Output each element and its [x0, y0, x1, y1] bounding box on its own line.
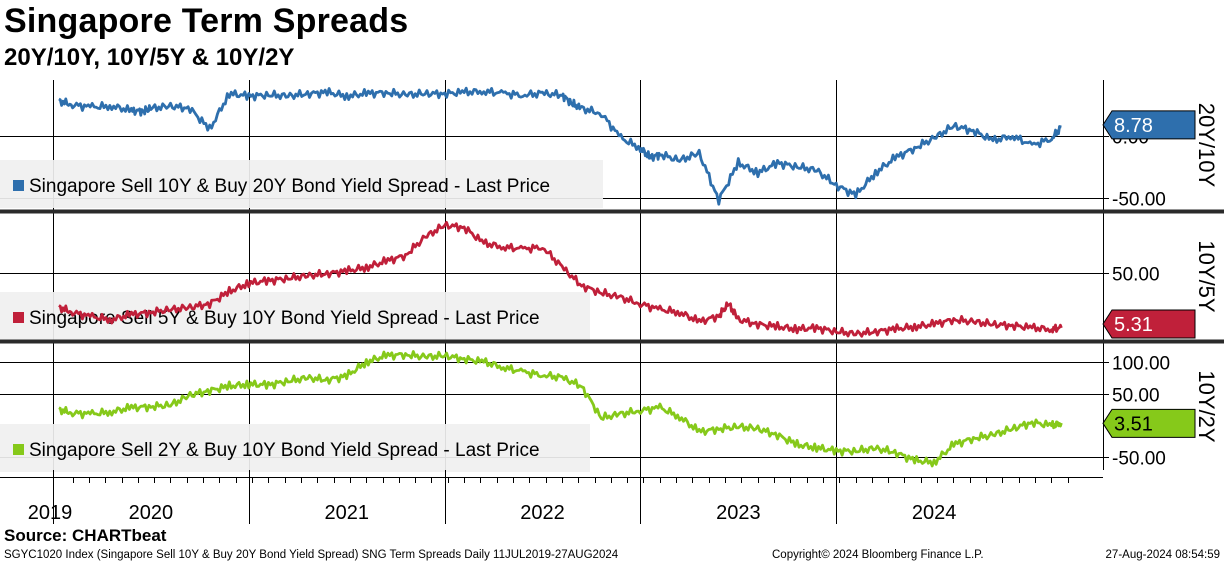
panel-2-last-price-tag	[1102, 309, 1196, 339]
x-axis-year-label: 2022	[520, 502, 565, 524]
panel-3-legend-box	[0, 424, 590, 472]
panel-3-ytick-label: 50.00	[1112, 386, 1160, 407]
panel-2-last-price-label: 5.31	[1114, 314, 1153, 336]
panel-1-ytick-label: -50.00	[1112, 190, 1166, 211]
panel-3-legend-swatch	[13, 444, 24, 455]
footer-ticker-info: SGYC1020 Index (Singapore Sell 10Y & Buy…	[4, 549, 619, 561]
x-axis-year-label: 2021	[324, 502, 369, 524]
panel-3-ytick-label: -50.00	[1112, 449, 1166, 470]
panel-1-series-line	[58, 86, 1062, 206]
x-axis-year-label: 2024	[912, 502, 957, 524]
panel-1-last-price-tag	[1102, 110, 1196, 140]
panel-2-ytick-label: 50.00	[1112, 265, 1160, 286]
panel-1-axis-label: 20Y/10Y	[1194, 103, 1219, 188]
panel-separator	[0, 209, 1224, 214]
panel-2-legend-box	[0, 292, 590, 340]
panel-3-axis-label: 10Y/2Y	[1194, 370, 1219, 442]
footer-timestamp: 27-Aug-2024 08:54:59	[1105, 549, 1220, 561]
panel-1-legend-swatch	[13, 180, 24, 191]
panel-3-ytick-label: 100.00	[1112, 354, 1170, 375]
panel-1-last-price-label: 8.78	[1114, 115, 1153, 137]
panel-2-series-line	[58, 221, 1063, 338]
panel-2-legend-swatch	[13, 312, 24, 323]
source-label: Source: CHARTbeat	[4, 526, 167, 545]
panel-3-legend-text: Singapore Sell 2Y & Buy 10Y Bond Yield S…	[29, 440, 540, 461]
x-axis-year-label: 2020	[129, 502, 174, 524]
footer-copyright: Copyright© 2024 Bloomberg Finance L.P.	[772, 549, 984, 561]
panel-separator	[0, 339, 1224, 344]
chart-subtitle: 20Y/10Y, 10Y/5Y & 10Y/2Y	[4, 44, 295, 71]
chart-title: Singapore Term Spreads	[4, 2, 409, 40]
panel-1-legend-box	[0, 160, 603, 208]
panel-2-axis-label: 10Y/5Y	[1194, 240, 1219, 312]
x-axis-year-label: 2023	[716, 502, 761, 524]
x-axis-year-label: 2019	[28, 502, 73, 524]
panel-3-last-price-label: 3.51	[1114, 413, 1153, 435]
panel-1-legend-text: Singapore Sell 10Y & Buy 20Y Bond Yield …	[29, 176, 550, 197]
panel-3-series-line	[58, 350, 1063, 468]
panel-3-last-price-tag	[1102, 408, 1196, 438]
